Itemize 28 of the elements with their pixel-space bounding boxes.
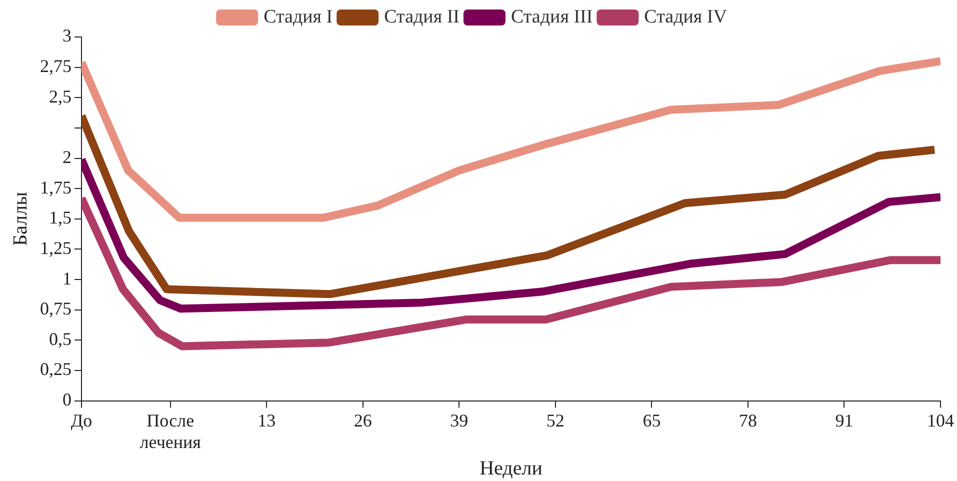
y-tick-label: 1,25 [40,238,72,258]
x-tick-label: 91 [835,410,854,430]
y-tick-label: 2 [62,147,72,167]
x-tick-label: 39 [450,410,468,430]
y-tick-label: 0,5 [49,328,72,349]
x-tick-label: 65 [642,410,661,430]
x-tick-label: До [70,410,92,430]
x-tick-label: 52 [546,410,564,430]
y-tick-label: 0,75 [40,298,72,319]
legend-label: Стадия III [510,6,593,28]
y-tick-label: 0,25 [40,359,72,380]
x-tick-label: 26 [354,410,372,430]
legend-label: Стадия II [384,6,460,28]
y-tick-label: 1,75 [40,177,72,198]
legend-label: Стадия I [264,6,333,28]
x-tick-label: 104 [927,410,954,430]
y-tick-label: 3 [62,26,72,46]
y-tick-label: 2,5 [49,86,72,106]
x-tick-label: 78 [738,410,757,430]
y-axis-title: Баллы [9,192,32,246]
x-tick-label: 13 [258,410,276,430]
y-tick-label: 1,5 [49,208,72,228]
y-tick-label: 1 [62,268,72,288]
legend-label: Стадия IV [644,6,728,28]
x-tick-label: После лечения [140,410,201,452]
x-axis-title: Недели [480,457,543,480]
y-tick-label: 0 [62,390,72,410]
y-tick-label: 2,75 [40,56,72,76]
